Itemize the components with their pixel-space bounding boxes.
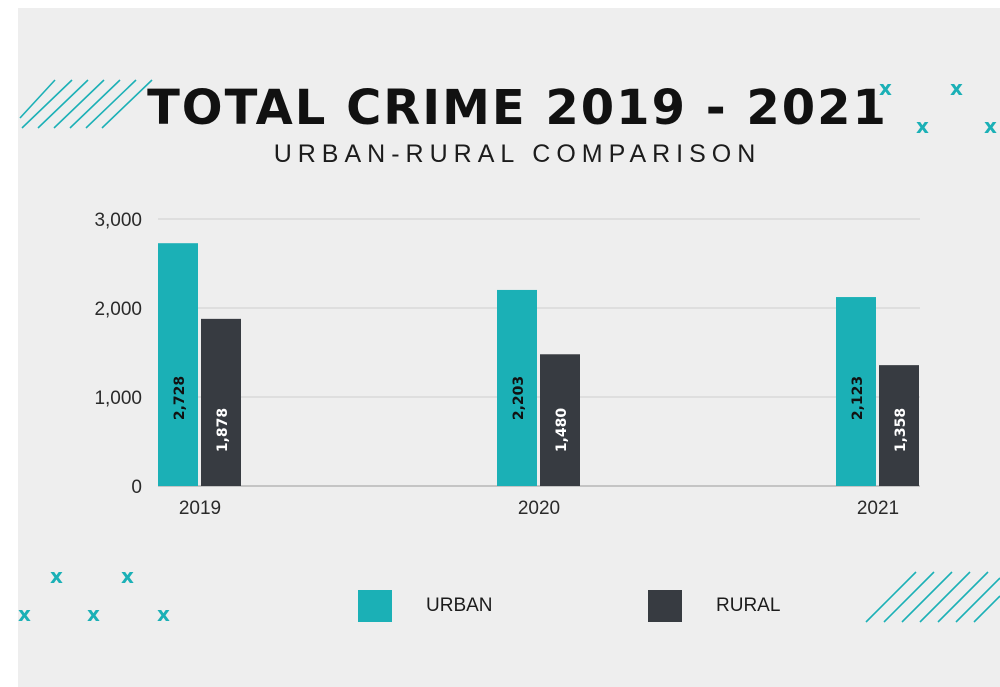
gridlines xyxy=(158,218,920,487)
chart-subtitle: URBAN-RURAL COMPARISON xyxy=(273,140,762,168)
legend-label-rural: RURAL xyxy=(716,595,781,616)
decorative-x-mark: x xyxy=(984,114,997,138)
decorative-x-mark: x xyxy=(121,564,134,588)
bar-value-label: 2,203 xyxy=(511,376,527,420)
y-tick-label: 2,000 xyxy=(94,299,142,320)
decorative-x-mark: x xyxy=(916,114,929,138)
x-tick-label: 2019 xyxy=(179,498,221,519)
decorative-x-mark: x xyxy=(18,602,31,626)
legend-swatch-urban xyxy=(358,590,392,622)
bars xyxy=(158,243,919,486)
bar-rural-2020 xyxy=(540,354,580,486)
decorative-x-mark: x xyxy=(157,602,170,626)
x-tick-label: 2020 xyxy=(518,498,560,519)
legend-swatch-rural xyxy=(648,590,682,622)
bar-urban-2020 xyxy=(497,289,537,486)
y-tick-label: 1,000 xyxy=(94,388,142,409)
decorative-x-mark: x xyxy=(879,76,892,100)
bar-rural-2019 xyxy=(201,318,241,486)
legend-item-urban: URBAN xyxy=(358,590,493,622)
chart-title: TOTAL CRIME 2019 - 2021 xyxy=(147,80,888,136)
bar-value-label: 2,123 xyxy=(850,376,866,420)
bar-urban-2021 xyxy=(836,297,876,486)
bar-rural-2021 xyxy=(879,365,919,486)
y-tick-label: 0 xyxy=(131,477,142,498)
x-tick-label: 2021 xyxy=(857,498,899,519)
x-axis-ticks: 2019 2020 2021 xyxy=(179,498,899,519)
decorative-x-mark: x xyxy=(50,564,63,588)
decorative-x-mark: x xyxy=(950,76,963,100)
bar-value-labels: 2,728 1,878 2,203 1,480 2,123 1,358 xyxy=(172,376,909,452)
decorative-x-mark: x xyxy=(87,602,100,626)
bar-urban-2019 xyxy=(158,243,198,486)
legend-label-urban: URBAN xyxy=(426,595,493,616)
y-axis-ticks: 0 1,000 2,000 3,000 xyxy=(94,210,142,498)
y-tick-label: 3,000 xyxy=(94,210,142,231)
bar-value-label: 1,878 xyxy=(215,408,231,452)
legend-item-rural: RURAL xyxy=(648,590,780,622)
bar-value-label: 1,480 xyxy=(554,408,570,453)
bar-value-label: 2,728 xyxy=(172,376,188,420)
bar-value-label: 1,358 xyxy=(893,408,909,452)
